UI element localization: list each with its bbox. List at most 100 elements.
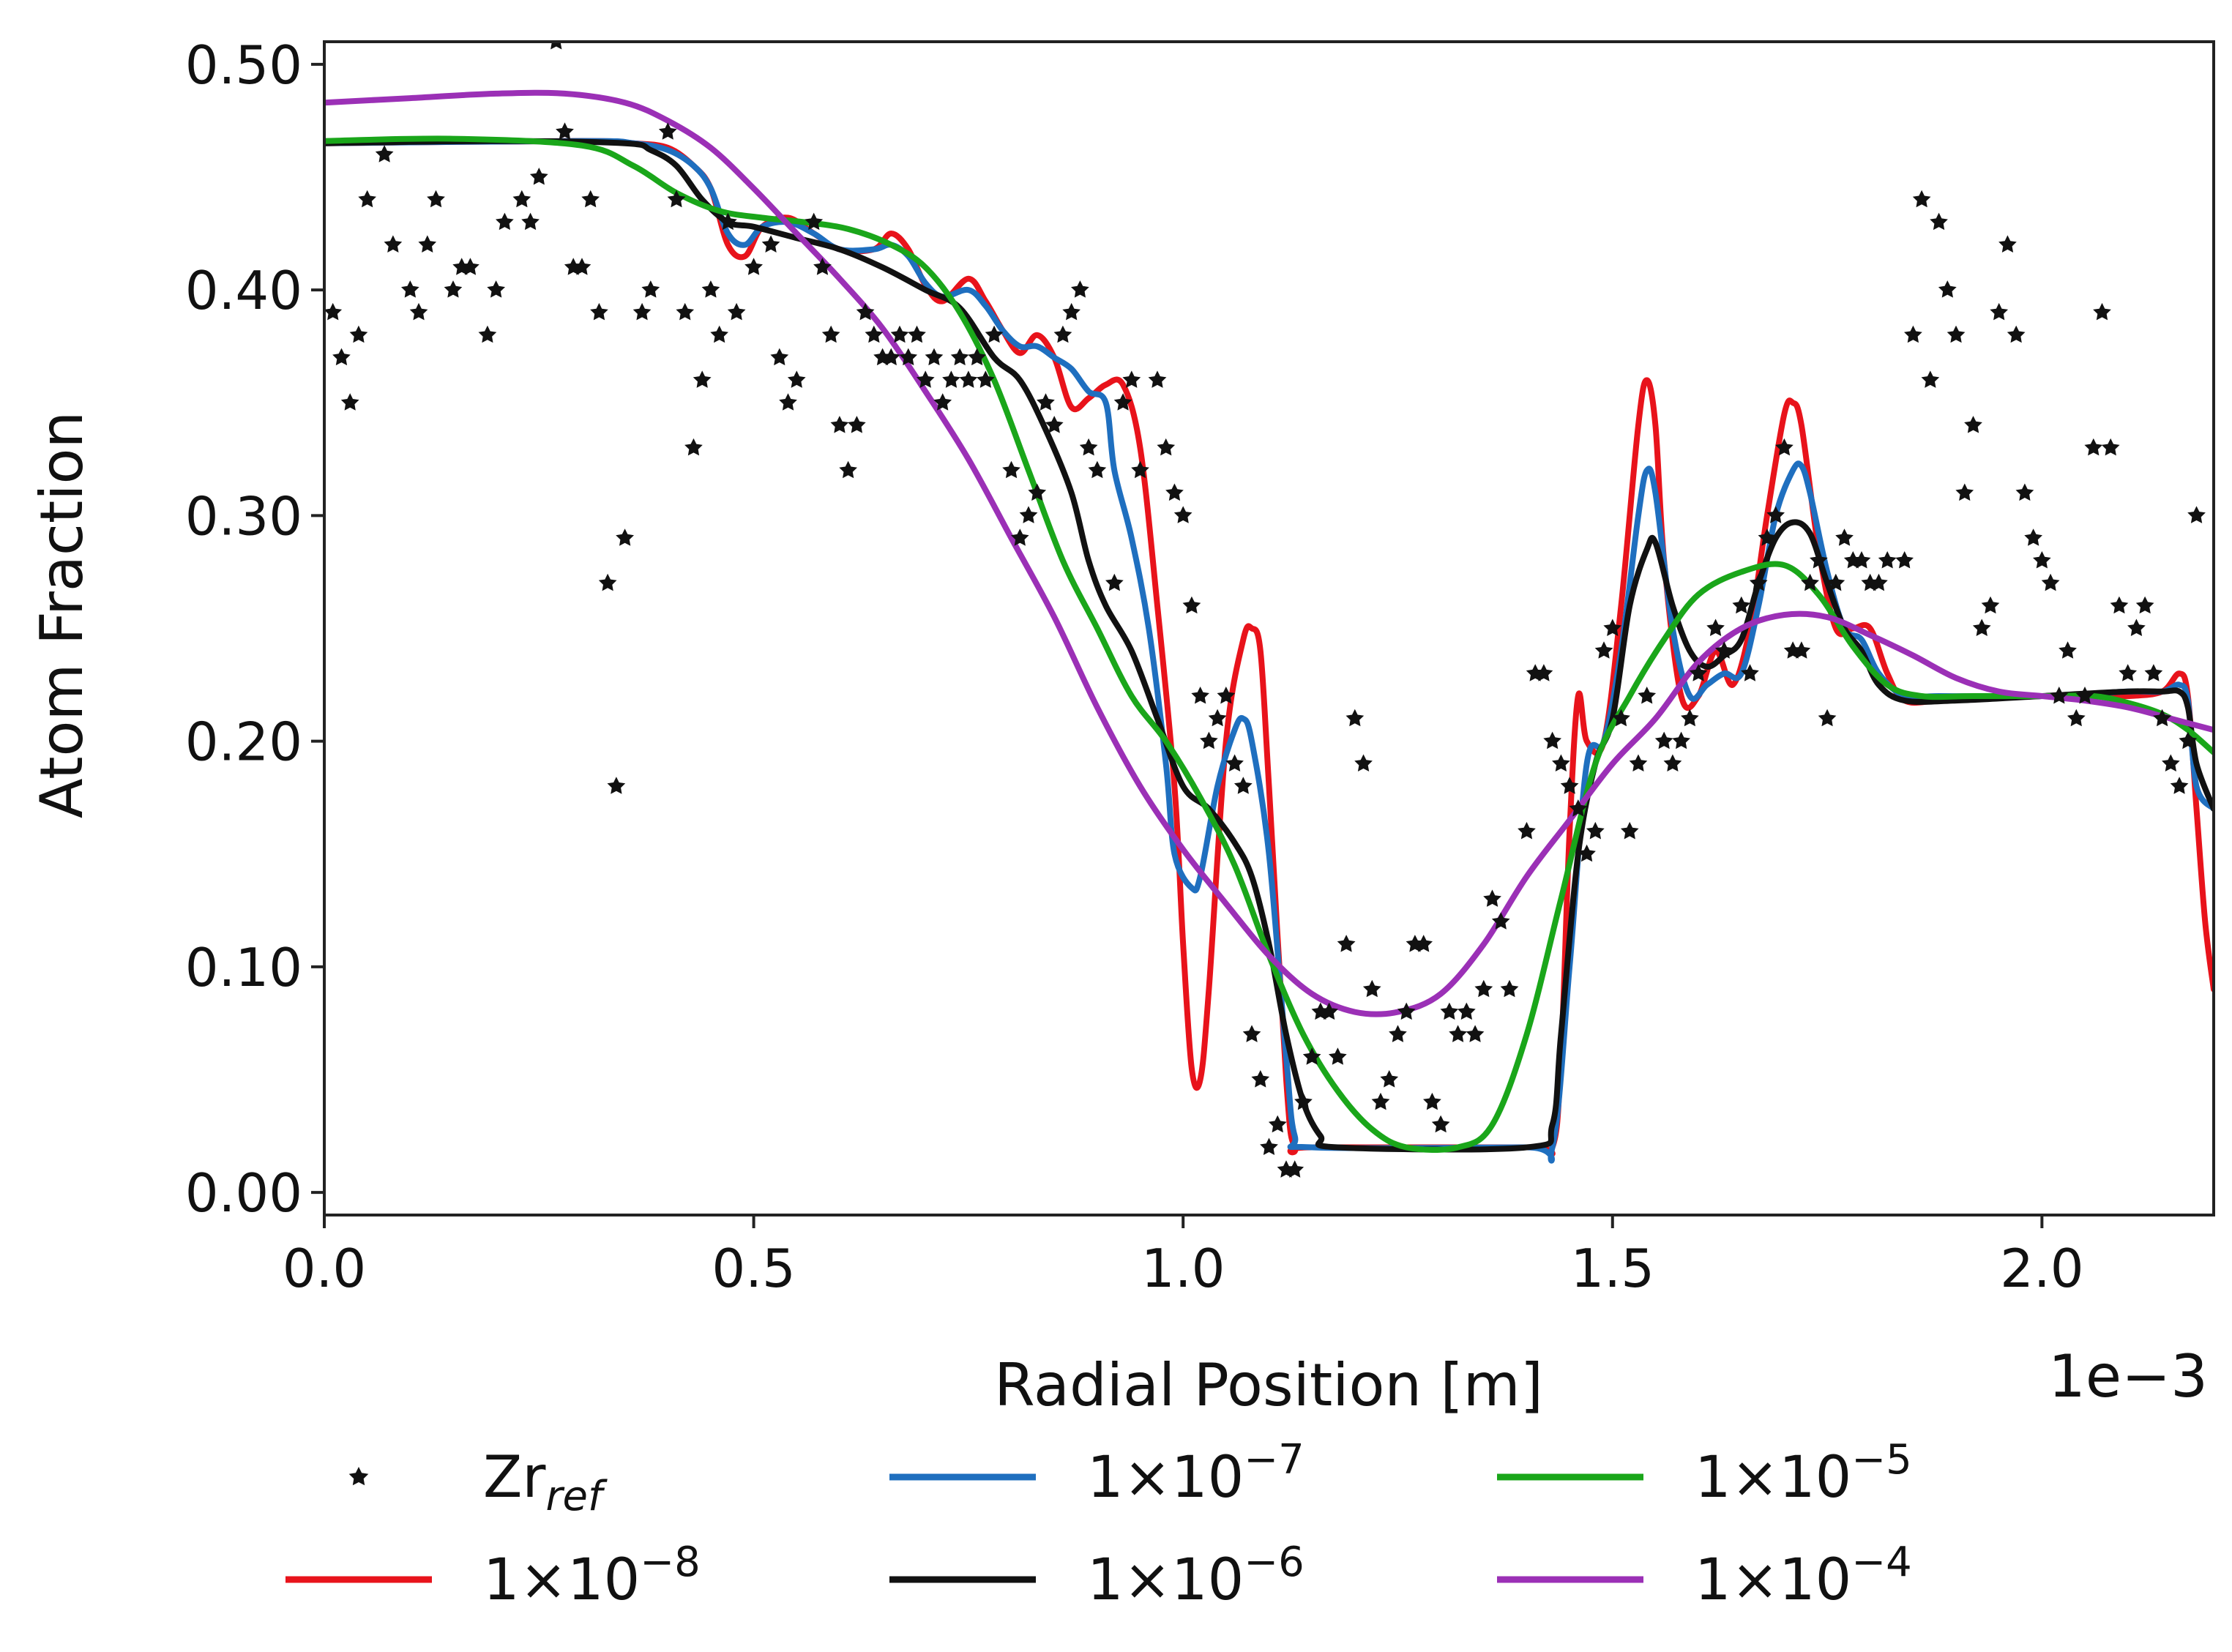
legend-entry-6: 1×10−4 xyxy=(1497,1539,1912,1613)
scatter-point-19 xyxy=(521,212,540,231)
x-tick-label-5: 2.0 xyxy=(2000,1238,2084,1299)
legend-entry-2: 1×10−8 xyxy=(285,1539,701,1613)
plot-area xyxy=(323,40,2215,1216)
scatter-point-176 xyxy=(1990,302,2009,321)
scatter-point-79 xyxy=(1105,573,1124,591)
scatter-point-161 xyxy=(1852,551,1871,569)
scatter-point-185 xyxy=(2067,709,2086,727)
scatter-point-32 xyxy=(658,122,677,140)
scatter-point-34 xyxy=(676,302,695,321)
scatter-point-171 xyxy=(1947,325,1966,343)
scatter-point-141 xyxy=(1663,754,1682,771)
series-line-5 xyxy=(324,89,2214,1017)
scatter-point-99 xyxy=(1285,1160,1305,1178)
scatter-point-68 xyxy=(1002,460,1020,479)
scatter-point-186 xyxy=(2075,687,2094,704)
scatter-point-130 xyxy=(1560,777,1579,794)
scatter-point-117 xyxy=(1440,1002,1459,1020)
scatter-point-58 xyxy=(908,325,926,343)
scatter-point-158 xyxy=(1826,573,1845,591)
y-tick-label-6: 0.50 xyxy=(185,34,302,96)
scatter-point-173 xyxy=(1964,416,1982,433)
x-tick-label-3: 1.0 xyxy=(1141,1238,1225,1299)
legend-label-2: 1×10−7 xyxy=(1087,1436,1305,1511)
x-axis: 0.0 0.5 1.0 1.5 2.0 xyxy=(283,1215,2084,1299)
scatter-point-44 xyxy=(779,393,797,411)
scatter-point-143 xyxy=(1681,709,1699,727)
scatter-point-191 xyxy=(2119,664,2137,681)
scatter-point-178 xyxy=(2007,325,2026,343)
scatter-point-165 xyxy=(1895,551,1914,569)
scatter-point-136 xyxy=(1612,709,1630,727)
scatter-point-156 xyxy=(1810,551,1828,569)
scatter-point-77 xyxy=(1079,438,1098,456)
scatter-point-37 xyxy=(701,280,720,298)
scatter-point-140 xyxy=(1654,731,1673,750)
y-tick-label-3: 0.20 xyxy=(185,711,302,773)
scatter-point-20 xyxy=(529,168,548,185)
scatter-point-112 xyxy=(1397,1002,1416,1020)
scatter-point-70 xyxy=(1019,506,1038,523)
scatter-point-134 xyxy=(1594,641,1613,659)
x-tick-label-2: 0.5 xyxy=(712,1238,796,1299)
legend-label-3: 1×10−6 xyxy=(1087,1539,1305,1613)
scatter-point-121 xyxy=(1474,979,1493,998)
scatter-point-189 xyxy=(2101,438,2120,456)
scatter-point-31 xyxy=(641,280,660,298)
scatter-point-76 xyxy=(1071,280,1089,298)
scatter-point-26 xyxy=(590,302,608,321)
scatter-point-51 xyxy=(848,416,866,433)
scatter-point-60 xyxy=(925,348,944,366)
legend-label-5: 1×10−4 xyxy=(1695,1539,1912,1613)
scatter-point-124 xyxy=(1500,979,1519,998)
scatter-point-96 xyxy=(1260,1137,1278,1155)
legend-swatch-scatter xyxy=(348,1467,369,1486)
scatter-point-87 xyxy=(1182,596,1201,614)
scatter-point-110 xyxy=(1380,1070,1399,1088)
legend-entry-3: 1×10−7 xyxy=(889,1436,1305,1511)
y-tick-label-2: 0.10 xyxy=(185,937,302,998)
scatter-point-30 xyxy=(632,302,652,321)
scatter-point-166 xyxy=(1904,325,1922,343)
scatter-point-4 xyxy=(349,325,368,343)
y-tick-label-5: 0.40 xyxy=(185,260,302,321)
scatter-point-107 xyxy=(1354,754,1373,771)
plot-frame xyxy=(323,40,2215,1216)
scatter-point-21 xyxy=(550,42,562,50)
scatter-point-181 xyxy=(2033,551,2051,569)
scatter-point-148 xyxy=(1741,664,1759,681)
scatter-point-187 xyxy=(2084,438,2103,456)
scatter-point-90 xyxy=(1208,709,1227,727)
scatter-point-183 xyxy=(2050,687,2069,704)
scatter-point-81 xyxy=(1122,370,1141,388)
scatter-point-196 xyxy=(2162,754,2180,771)
scatter-point-62 xyxy=(942,370,960,388)
y-tick-label-1: 0.00 xyxy=(185,1162,302,1224)
scatter-point-129 xyxy=(1552,754,1570,771)
x-axis-label: Radial Position [m] xyxy=(994,1351,1543,1419)
scatter-point-97 xyxy=(1268,1115,1287,1133)
scatter-point-71 xyxy=(1028,483,1047,501)
scatter-point-114 xyxy=(1414,935,1433,952)
scatter-point-66 xyxy=(977,370,995,388)
scatter-point-190 xyxy=(2110,596,2129,614)
scatter-point-25 xyxy=(581,190,600,208)
scatter-point-128 xyxy=(1543,731,1561,750)
scatter-point-179 xyxy=(2015,483,2034,501)
scatter-point-132 xyxy=(1578,844,1596,862)
scatter-point-118 xyxy=(1449,1025,1467,1042)
scatter-point-138 xyxy=(1629,754,1648,771)
scatter-point-46 xyxy=(805,212,824,231)
scatter-point-1 xyxy=(324,302,343,321)
scatter-point-168 xyxy=(1921,370,1940,388)
scatter-point-33 xyxy=(667,190,686,208)
scatter-point-43 xyxy=(770,348,789,366)
scatter-point-47 xyxy=(813,258,832,275)
scatter-point-184 xyxy=(2059,641,2077,659)
legend-label-4: 1×10−5 xyxy=(1695,1436,1912,1511)
scatter-point-175 xyxy=(1981,596,2000,614)
scatter-point-100 xyxy=(1294,1092,1313,1110)
scatter-layer xyxy=(324,42,2206,1178)
scatter-point-104 xyxy=(1329,1047,1347,1065)
